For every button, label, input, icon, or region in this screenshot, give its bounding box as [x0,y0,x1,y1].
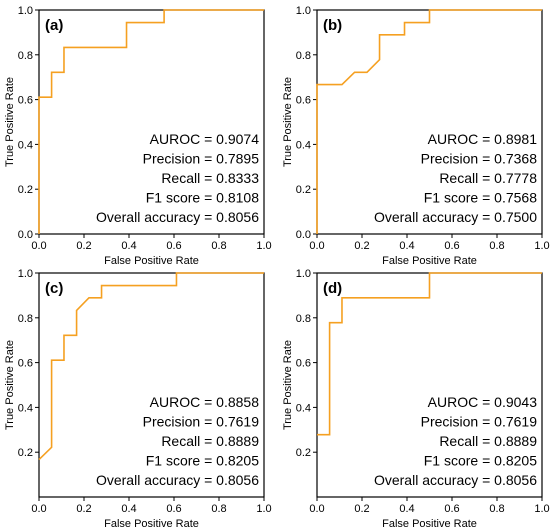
x-tick-label: 1.0 [256,240,271,252]
roc-panel: 0.0 0.2 0.4 0.6 0.8 1.0 0.2 0.4 0.6 0.8 1.0 False P… [282,268,550,529]
y-tick-label: 0.6 [296,95,311,107]
metric-label: AUROC = 0.9043 [428,394,538,410]
metric-label: Precision = 0.7619 [421,414,538,430]
metric-label: Precision = 0.7619 [143,414,260,430]
metric-label: AUROC = 0.8858 [150,394,260,410]
x-tick-label: 0.4 [121,503,136,515]
y-tick-label: 0.0 [296,229,311,241]
metric-label: AUROC = 0.9074 [150,131,260,147]
x-tick-label: 0.6 [166,503,181,515]
x-tick-label: 0.2 [354,240,369,252]
y-tick-label: 0.8 [18,313,33,325]
x-tick-label: 0.8 [489,240,504,252]
y-axis-label: True Positive Rate [4,77,16,167]
x-tick-label: 0.6 [444,240,459,252]
y-tick-label: 0.6 [18,358,33,370]
y-axis-label: True Positive Rate [4,340,16,430]
x-axis-label: False Positive Rate [382,255,477,267]
y-tick-label: 0.8 [296,313,311,325]
metric-label: F1 score = 0.8205 [424,453,537,469]
roc-curve [38,9,264,234]
metric-label: Overall accuracy = 0.7500 [374,209,537,225]
x-tick-label: 0.6 [166,240,181,252]
metric-label: F1 score = 0.8108 [146,190,259,206]
metric-label: Recall = 0.8889 [161,433,259,449]
roc-curve [38,272,264,461]
y-tick-label: 0.6 [296,358,311,370]
metric-label: Precision = 0.7368 [421,151,538,167]
y-axis-label: True Positive Rate [282,77,294,167]
x-axis-label: False Positive Rate [104,518,199,529]
y-tick-label: 0.8 [18,50,33,62]
y-tick-label: 0.2 [18,447,33,459]
metric-label: Recall = 0.8889 [439,433,537,449]
y-tick-label: 1.0 [296,5,311,17]
metric-label: Precision = 0.7895 [143,151,260,167]
y-tick-label: 0.4 [18,139,33,151]
metric-label: AUROC = 0.8981 [428,131,538,147]
x-tick-label: 0.4 [399,503,414,515]
panel-label: (d) [323,280,342,297]
y-tick-label: 0.2 [18,184,33,196]
roc-panel: 0.0 0.2 0.4 0.6 0.8 1.0 0.0 0.2 0.4 0.6 0.8 1.0 Fals… [4,5,272,267]
y-tick-label: 0.2 [296,447,311,459]
x-tick-label: 0.4 [121,240,136,252]
y-tick-label: 0.4 [18,402,33,414]
y-tick-label: 1.0 [18,268,33,280]
y-tick-label: 0.8 [296,50,311,62]
roc-panel: 0.0 0.2 0.4 0.6 0.8 1.0 0.2 0.4 0.6 0.8 1.0 False P… [4,268,272,529]
y-tick-label: 0.0 [18,229,33,241]
metric-label: F1 score = 0.8205 [146,453,259,469]
x-tick-label: 0.2 [76,240,91,252]
x-tick-label: 0.4 [399,240,414,252]
y-tick-label: 0.6 [18,95,33,107]
metric-label: Overall accuracy = 0.8056 [96,209,259,225]
panel-label: (a) [45,17,63,34]
x-tick-label: 0.0 [31,503,46,515]
x-tick-label: 0.0 [309,240,324,252]
x-tick-label: 0.2 [76,503,91,515]
y-tick-label: 1.0 [18,5,33,17]
x-tick-label: 0.8 [211,240,226,252]
x-axis-label: False Positive Rate [104,255,199,267]
y-tick-label: 0.4 [296,139,311,151]
plot-frame [38,272,265,498]
x-tick-label: 1.0 [256,503,271,515]
x-tick-label: 0.0 [31,240,46,252]
roc-panel: 0.0 0.2 0.4 0.6 0.8 1.0 0.0 0.2 0.4 0.6 0.8 1.0 Fals… [282,5,550,267]
y-axis-label: True Positive Rate [282,340,294,430]
x-axis-label: False Positive Rate [382,518,477,529]
panel-label: (c) [45,280,63,297]
metric-label: Overall accuracy = 0.8056 [96,472,259,488]
panel-label: (b) [323,17,342,34]
x-tick-label: 0.0 [309,503,324,515]
roc-curve [316,9,542,234]
x-tick-label: 0.6 [444,503,459,515]
x-tick-label: 1.0 [534,503,549,515]
metric-label: F1 score = 0.7568 [424,190,537,206]
x-tick-label: 0.8 [211,503,226,515]
x-tick-label: 1.0 [534,240,549,252]
x-tick-label: 0.2 [354,503,369,515]
roc-curve [317,272,542,436]
y-tick-label: 0.2 [296,184,311,196]
y-tick-label: 1.0 [296,268,311,280]
y-tick-label: 0.4 [296,402,311,414]
metric-label: Recall = 0.8333 [161,170,259,186]
x-tick-label: 0.8 [489,503,504,515]
metric-label: Recall = 0.7778 [439,170,537,186]
metric-label: Overall accuracy = 0.8056 [374,472,537,488]
